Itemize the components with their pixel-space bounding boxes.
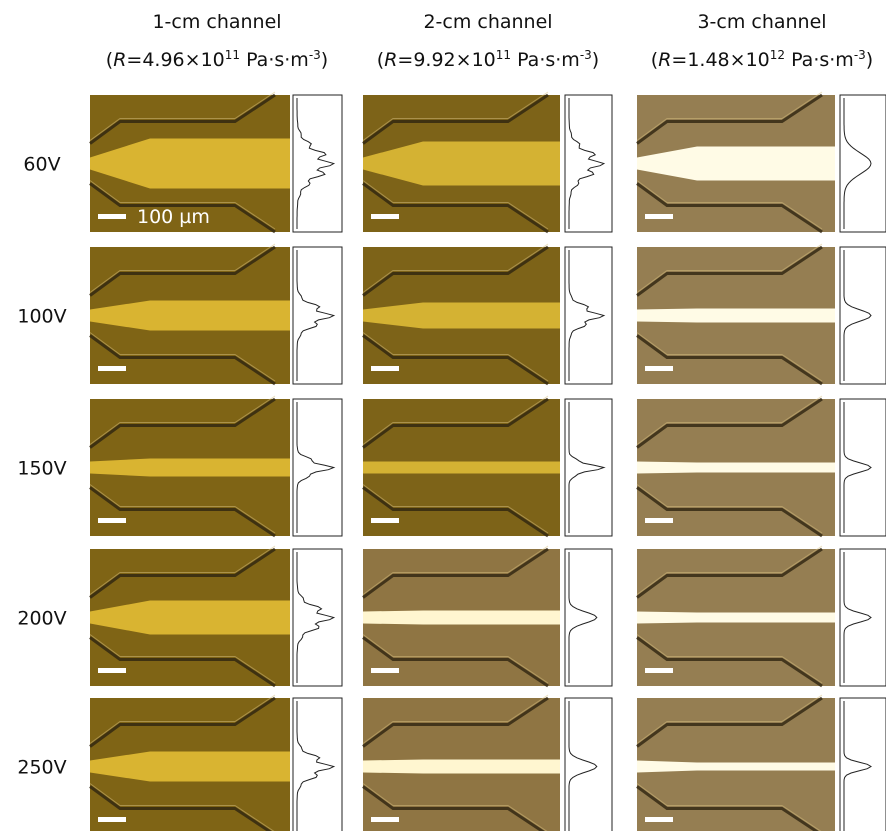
row-label: 200V xyxy=(17,608,66,630)
scale-bar xyxy=(371,668,399,673)
text-segment: 11 xyxy=(496,48,511,62)
scale-bar xyxy=(98,366,126,371)
text-segment: =1.48×10 xyxy=(671,49,769,71)
figure: 1-cm channel(R=4.96×1011 Pa·s·m-3)2-cm c… xyxy=(0,0,886,831)
micrograph xyxy=(90,546,290,686)
text-segment: ) xyxy=(866,49,873,71)
text-segment: ( xyxy=(377,49,384,71)
scale-bar xyxy=(98,668,126,673)
text-segment: R xyxy=(113,49,126,71)
scale-bar-label: 100 µm xyxy=(137,206,210,228)
text-segment: -3 xyxy=(854,48,866,62)
intensity-profile-frame xyxy=(565,95,612,232)
micrograph xyxy=(363,244,560,384)
intensity-profile-frame xyxy=(840,549,886,686)
micrograph xyxy=(363,396,560,536)
column-title: 1-cm channel xyxy=(152,11,281,33)
text-segment: Pa·s·m xyxy=(785,49,854,71)
intensity-profile-frame xyxy=(565,698,612,831)
scale-bar xyxy=(645,214,673,219)
text-segment: Pa·s·m xyxy=(511,49,580,71)
micrograph xyxy=(637,396,835,536)
text-segment: ) xyxy=(592,49,599,71)
row-label: 60V xyxy=(23,154,60,176)
scale-bar xyxy=(371,518,399,523)
column-title: 2-cm channel xyxy=(423,11,552,33)
text-segment: ( xyxy=(651,49,658,71)
intensity-profile-frame xyxy=(840,399,886,536)
micrograph xyxy=(90,396,290,536)
text-segment: =9.92×10 xyxy=(397,49,495,71)
text-segment: ) xyxy=(321,49,328,71)
scale-bar xyxy=(371,366,399,371)
micrograph xyxy=(637,546,835,686)
text-segment: -3 xyxy=(580,48,592,62)
scale-bar xyxy=(371,817,399,822)
intensity-profile-frame xyxy=(565,549,612,686)
column-resistance: (R=4.96×1011 Pa·s·m-3) xyxy=(106,48,328,71)
text-segment: 11 xyxy=(225,48,240,62)
text-segment: -3 xyxy=(309,48,321,62)
micrograph xyxy=(363,92,560,232)
intensity-profile-frame xyxy=(840,698,886,831)
micrograph xyxy=(90,244,290,384)
column-title: 3-cm channel xyxy=(697,11,826,33)
column-resistance: (R=1.48×1012 Pa·s·m-3) xyxy=(651,48,873,71)
micrograph xyxy=(637,244,835,384)
intensity-profile-frame xyxy=(840,95,886,232)
row-label: 250V xyxy=(17,757,66,779)
scale-bar xyxy=(645,366,673,371)
scale-bar xyxy=(371,214,399,219)
text-segment: ( xyxy=(106,49,113,71)
row-label: 100V xyxy=(17,306,66,328)
row-label: 150V xyxy=(17,458,66,480)
text-segment: 12 xyxy=(770,48,785,62)
micrograph xyxy=(637,695,835,831)
scale-bar xyxy=(98,214,126,219)
scale-bar xyxy=(98,817,126,822)
text-segment: =4.96×10 xyxy=(126,49,224,71)
scale-bar xyxy=(98,518,126,523)
scale-bar xyxy=(645,668,673,673)
intensity-profile-frame xyxy=(840,247,886,384)
scale-bar xyxy=(645,817,673,822)
micrograph xyxy=(90,695,290,831)
text-segment: R xyxy=(384,49,397,71)
micrograph xyxy=(637,92,835,232)
column-resistance: (R=9.92×1011 Pa·s·m-3) xyxy=(377,48,599,71)
micrograph xyxy=(363,546,560,686)
text-segment: R xyxy=(658,49,671,71)
intensity-profile-frame xyxy=(293,698,342,831)
micrograph xyxy=(363,695,560,831)
text-segment: Pa·s·m xyxy=(240,49,309,71)
scale-bar xyxy=(645,518,673,523)
